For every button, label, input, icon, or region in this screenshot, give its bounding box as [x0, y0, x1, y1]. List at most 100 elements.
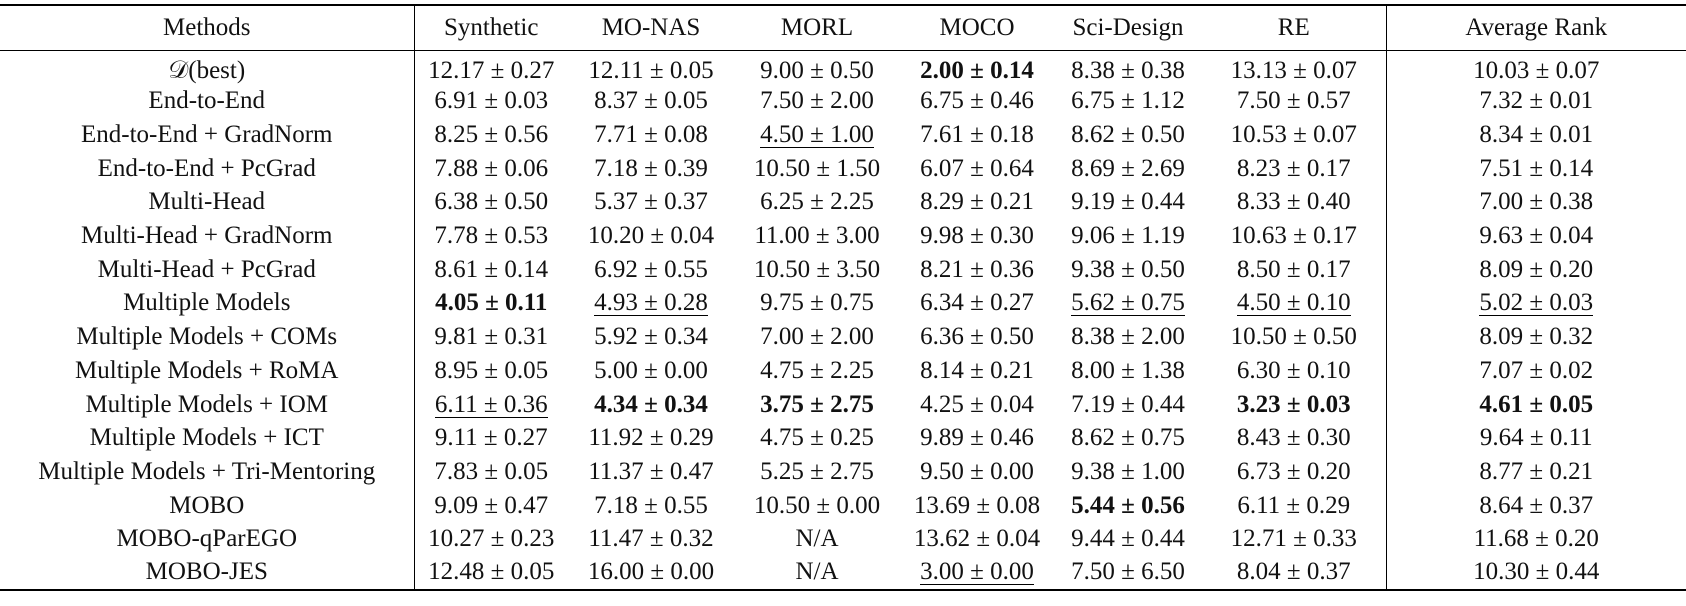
value-cell: 4.61 ± 0.05 — [1386, 388, 1686, 422]
value-cell: 5.25 ± 2.75 — [734, 455, 900, 489]
column-header-moco: MOCO — [939, 13, 1015, 41]
value-cell: 7.18 ± 0.39 — [568, 152, 734, 186]
value-cell: 8.43 ± 0.30 — [1202, 421, 1387, 456]
value-cell: 6.34 ± 0.27 — [900, 287, 1054, 321]
value-cell: 9.19 ± 0.44 — [1054, 186, 1202, 220]
value-text: 8.95 ± 0.05 — [434, 356, 549, 384]
column-header-morl: MORL — [780, 13, 854, 41]
method-name-cell: Multi-Head — [0, 185, 415, 220]
value-cell: 4.50 ± 1.00 — [734, 118, 900, 152]
column-header-methods: Methods — [0, 5, 415, 50]
value-text: 7.50 ± 6.50 — [1071, 558, 1185, 586]
value-text: 10.53 ± 0.07 — [1230, 121, 1357, 149]
value-cell: 4.34 ± 0.34 — [568, 388, 734, 422]
method-name-cell: MOBO-qParEGO — [0, 522, 415, 557]
value-text: 8.33 ± 0.40 — [1236, 188, 1351, 216]
value-text: 9.09 ± 0.47 — [434, 491, 549, 519]
value-cell: 8.38 ± 0.38 — [1054, 50, 1202, 85]
value-cell: 3.75 ± 2.75 — [734, 388, 900, 422]
value-cell: 9.06 ± 1.19 — [1054, 219, 1202, 253]
value-cell: 8.38 ± 2.00 — [1054, 320, 1202, 354]
value-cell: 3.23 ± 0.03 — [1202, 387, 1387, 422]
method-name-cell: Multiple Models + COMs — [0, 320, 415, 354]
value-text: 8.62 ± 0.75 — [1071, 424, 1185, 452]
value-cell: 6.92 ± 0.55 — [568, 253, 734, 287]
value-cell: 8.64 ± 0.37 — [1386, 489, 1686, 523]
value-cell: 8.62 ± 0.75 — [1054, 421, 1202, 455]
value-text: 10.03 ± 0.07 — [1473, 56, 1600, 84]
value-text: 7.19 ± 0.44 — [1071, 390, 1185, 418]
value-cell: 9.98 ± 0.30 — [900, 219, 1054, 253]
value-text: 8.23 ± 0.17 — [1236, 154, 1351, 182]
value-cell: 10.20 ± 0.04 — [568, 219, 734, 253]
value-text: 5.44 ± 0.56 — [1071, 491, 1185, 519]
value-cell: 2.00 ± 0.14 — [900, 50, 1054, 85]
value-cell: 10.30 ± 0.44 — [1386, 556, 1686, 590]
value-text: N/A — [795, 525, 839, 553]
value-text: 8.50 ± 0.17 — [1236, 255, 1351, 283]
value-text: 7.18 ± 0.55 — [594, 491, 708, 519]
value-cell: 5.37 ± 0.37 — [568, 186, 734, 220]
value-cell: 8.29 ± 0.21 — [900, 186, 1054, 220]
value-cell: 8.09 ± 0.20 — [1386, 253, 1686, 287]
value-text: 7.32 ± 0.01 — [1479, 87, 1594, 115]
value-cell: 9.63 ± 0.04 — [1386, 219, 1686, 253]
value-text: 9.98 ± 0.30 — [920, 222, 1034, 250]
value-text: 16.00 ± 0.00 — [587, 558, 715, 586]
value-cell: 6.38 ± 0.50 — [414, 186, 568, 220]
value-text: 10.50 ± 1.50 — [753, 154, 881, 182]
value-text: 8.43 ± 0.30 — [1236, 424, 1351, 452]
table-row: 𝒟(best) 12.17 ± 0.27 12.11 ± 0.05 9.00 ± 0.… — [0, 50, 1686, 85]
value-text: 7.71 ± 0.08 — [594, 121, 708, 149]
value-cell: 7.32 ± 0.01 — [1386, 85, 1686, 119]
value-cell: 7.50 ± 2.00 — [734, 85, 900, 119]
value-text: 6.11 ± 0.36 — [434, 390, 548, 418]
value-cell: 12.17 ± 0.27 — [414, 50, 568, 85]
value-cell: 6.11 ± 0.36 — [414, 388, 568, 422]
value-text: 8.62 ± 0.50 — [1071, 121, 1185, 149]
value-text: 7.51 ± 0.14 — [1479, 154, 1594, 182]
value-cell: 8.14 ± 0.21 — [900, 354, 1054, 388]
value-cell: 6.30 ± 0.10 — [1202, 354, 1387, 388]
column-header-synthetic: Synthetic — [444, 13, 539, 41]
value-cell: 9.50 ± 0.00 — [900, 455, 1054, 489]
value-text: 6.75 ± 0.46 — [920, 87, 1034, 115]
value-cell: N/A — [734, 556, 900, 590]
value-text: 9.64 ± 0.11 — [1479, 424, 1593, 452]
method-name-cell: Multiple Models + Tri-Mentoring — [0, 455, 415, 489]
value-text: 13.13 ± 0.07 — [1230, 56, 1357, 84]
value-cell: 8.25 ± 0.56 — [414, 118, 568, 152]
value-cell: 8.00 ± 1.38 — [1054, 354, 1202, 388]
method-name-cell: MOBO — [0, 488, 415, 523]
value-text: 9.89 ± 0.46 — [920, 424, 1034, 452]
value-text: 8.21 ± 0.36 — [920, 255, 1034, 283]
value-text: 10.63 ± 0.17 — [1230, 222, 1357, 250]
value-cell: 8.50 ± 0.17 — [1202, 252, 1387, 287]
table-row: Multiple Models + Tri-Mentoring 7.83 ± 0.… — [0, 455, 1686, 489]
table-row: MOBO-qParEGO 10.27 ± 0.23 11.47 ± 0.32 N/A 1… — [0, 522, 1686, 557]
value-cell: 8.04 ± 0.37 — [1202, 556, 1387, 590]
value-cell: 9.44 ± 0.44 — [1054, 522, 1202, 556]
value-text: 4.75 ± 0.25 — [760, 424, 874, 452]
value-text: 8.09 ± 0.32 — [1479, 323, 1594, 351]
value-text: 5.25 ± 2.75 — [760, 457, 874, 485]
value-cell: 8.61 ± 0.14 — [414, 253, 568, 287]
value-text: 7.00 ± 0.38 — [1479, 188, 1594, 216]
value-text: 10.50 ± 3.50 — [753, 255, 881, 283]
column-header-average-rank: Average Rank — [1465, 13, 1608, 41]
value-cell: 9.75 ± 0.75 — [734, 287, 900, 321]
method-name-cell: Multi-Head + GradNorm — [0, 219, 415, 253]
value-text: 9.63 ± 0.04 — [1479, 222, 1594, 250]
value-text: 4.50 ± 0.10 — [1236, 289, 1351, 317]
value-text: 7.83 ± 0.05 — [434, 457, 549, 485]
table-row: Multiple Models + COMs 9.81 ± 0.31 5.92 ± … — [0, 320, 1686, 354]
value-cell: N/A — [734, 522, 900, 556]
value-cell: 7.00 ± 2.00 — [734, 320, 900, 354]
method-name-cell: MOBO-JES — [0, 556, 415, 590]
value-cell: 10.27 ± 0.23 — [414, 522, 568, 556]
value-text: 10.50 ± 0.50 — [1230, 323, 1357, 351]
value-text: 8.61 ± 0.14 — [434, 255, 549, 283]
value-text: 6.25 ± 2.25 — [760, 188, 874, 216]
table-row: MOBO 9.09 ± 0.47 7.18 ± 0.55 10.50 ± 0.00 13… — [0, 488, 1686, 523]
value-cell: 6.73 ± 0.20 — [1202, 455, 1387, 489]
